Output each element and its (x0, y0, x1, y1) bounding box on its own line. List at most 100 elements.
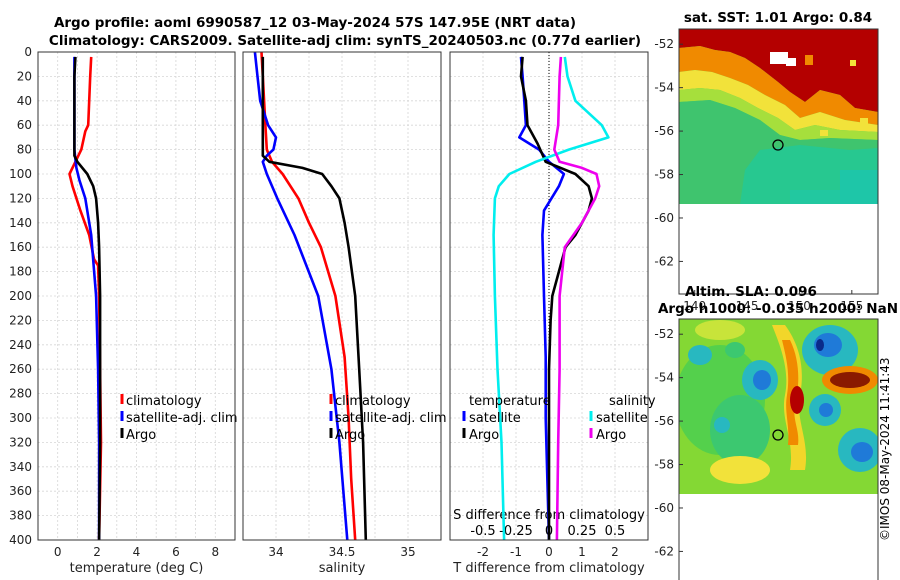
y-tick-label: 400 (9, 533, 32, 547)
map-y-tick-label: -54 (654, 81, 674, 95)
legend-label: Argo (469, 428, 499, 443)
y-tick-label: 240 (9, 338, 32, 352)
series-s-argo (552, 56, 601, 541)
map-y-tick-label: -58 (654, 168, 674, 182)
x-tick-label: -2 (477, 545, 489, 559)
series-argo (261, 56, 368, 541)
s-tick-label: 0.25 (568, 524, 597, 539)
y-tick-label: 160 (9, 240, 32, 254)
title-line-2: Climatology: CARS2009. Satellite-adj cli… (49, 33, 641, 49)
sla-heatmap (679, 319, 878, 494)
legend-label: Argo (596, 428, 626, 443)
profile-panels: 0204060801001201401601802002202402602803… (9, 45, 656, 576)
y-tick-label: 40 (17, 94, 32, 108)
legend-label: climatology (335, 394, 411, 409)
s-tick-label: 0.5 (605, 524, 626, 539)
plot-frame (242, 51, 442, 541)
map-y-tick-label: -54 (654, 371, 674, 385)
plot-frame (37, 51, 236, 541)
x-tick-label: 35 (400, 545, 415, 559)
map-y-tick-label: -60 (654, 501, 674, 515)
map-y-tick-label: -52 (654, 37, 674, 51)
x-tick-label: 4 (133, 545, 141, 559)
y-tick-label: 340 (9, 460, 32, 474)
legend-label: satellite (469, 411, 521, 426)
sla-argo-marker (772, 429, 784, 441)
legend-label: satellite-adj. clim (126, 411, 238, 426)
legend-header-salinity: salinity (609, 394, 656, 409)
map-y-tick-label: -62 (654, 544, 674, 558)
plot-frame (449, 51, 649, 541)
panel-temperature: 0204060801001201401601802002202402602803… (9, 45, 238, 576)
y-tick-label: 220 (9, 313, 32, 327)
sla-title-2: Argo h1000: -0.035 h2000: NaN (658, 301, 898, 317)
map-x-tick-label: 150 (788, 299, 811, 313)
legend-header-temperature: temperature (469, 394, 551, 409)
x-axis-label: temperature (deg C) (70, 561, 204, 576)
y-tick-label: 180 (9, 265, 32, 279)
y-tick-label: 140 (9, 216, 32, 230)
x-axis-label: T difference from climatology (452, 561, 645, 576)
series-t-argo (519, 56, 594, 540)
sla-blank (679, 494, 878, 550)
map-frame (678, 28, 879, 295)
x-axis-label: salinity (319, 561, 366, 576)
x-tick-label: 0 (545, 545, 553, 559)
series-t-satellite (517, 56, 566, 541)
sst-argo-marker (772, 139, 784, 151)
sst-title: sat. SST: 1.01 Argo: 0.84 (684, 10, 872, 26)
y-tick-label: 380 (9, 509, 32, 523)
x-tick-label: 1 (578, 545, 586, 559)
legend-label: climatology (126, 394, 202, 409)
legend-label: satellite (596, 411, 648, 426)
legend-label: Argo (335, 428, 365, 443)
map-y-tick-label: -56 (654, 414, 674, 428)
y-tick-label: 200 (9, 289, 32, 303)
x-tick-label: 34.5 (329, 545, 356, 559)
y-tick-label: 300 (9, 411, 32, 425)
map-y-tick-label: -62 (654, 254, 674, 268)
sla-title-1: Altim. SLA: 0.096 (685, 284, 817, 300)
map-x-tick-label: 145 (736, 299, 759, 313)
map-x-tick-label: 155 (840, 299, 863, 313)
legend-label: satellite-adj. clim (335, 411, 447, 426)
map-y-tick-label: -56 (654, 124, 674, 138)
x-tick-label: 6 (172, 545, 180, 559)
x-tick-label: 0 (54, 545, 62, 559)
sst-blank (679, 204, 878, 314)
sst-heatmap (679, 29, 878, 204)
sst-axes: -52 -54 -56 -58 -60 -62 140 145 150 155 (654, 28, 879, 313)
map-y-tick-label: -52 (654, 327, 674, 341)
map-frame (678, 318, 879, 580)
y-tick-label: 80 (17, 143, 32, 157)
map-x-tick-label: 140 (683, 299, 706, 313)
series-climatology (260, 51, 357, 541)
map-y-tick-label: -60 (654, 211, 674, 225)
x-tick-label: 2 (611, 545, 619, 559)
s-tick-label: -0.5 (470, 524, 495, 539)
y-tick-label: 280 (9, 387, 32, 401)
legend-label: Argo (126, 428, 156, 443)
y-tick-label: 100 (9, 167, 32, 181)
y-tick-label: 260 (9, 362, 32, 376)
imos-timestamp: ©IMOS 08-May-2024 11:41:43 (878, 357, 892, 541)
x-tick-label: -1 (510, 545, 522, 559)
series-argo (73, 56, 102, 541)
y-tick-label: 120 (9, 191, 32, 205)
x-tick-label: 2 (93, 545, 101, 559)
y-tick-label: 360 (9, 484, 32, 498)
map-y-tick-label: -58 (654, 458, 674, 472)
y-tick-label: 0 (24, 45, 32, 59)
y-tick-label: 60 (17, 118, 32, 132)
title-line-1: Argo profile: aoml 6990587_12 03-May-202… (54, 15, 576, 31)
x-tick-label: 8 (211, 545, 219, 559)
y-tick-label: 20 (17, 69, 32, 83)
y-tick-label: 320 (9, 435, 32, 449)
x-tick-label: 34 (268, 545, 283, 559)
panel-salinity: 34 34.5 35 salinity climatology satellite-adj… (242, 51, 447, 576)
s-tick-label: -0.25 (499, 524, 533, 539)
series-s-satellite (492, 56, 610, 541)
